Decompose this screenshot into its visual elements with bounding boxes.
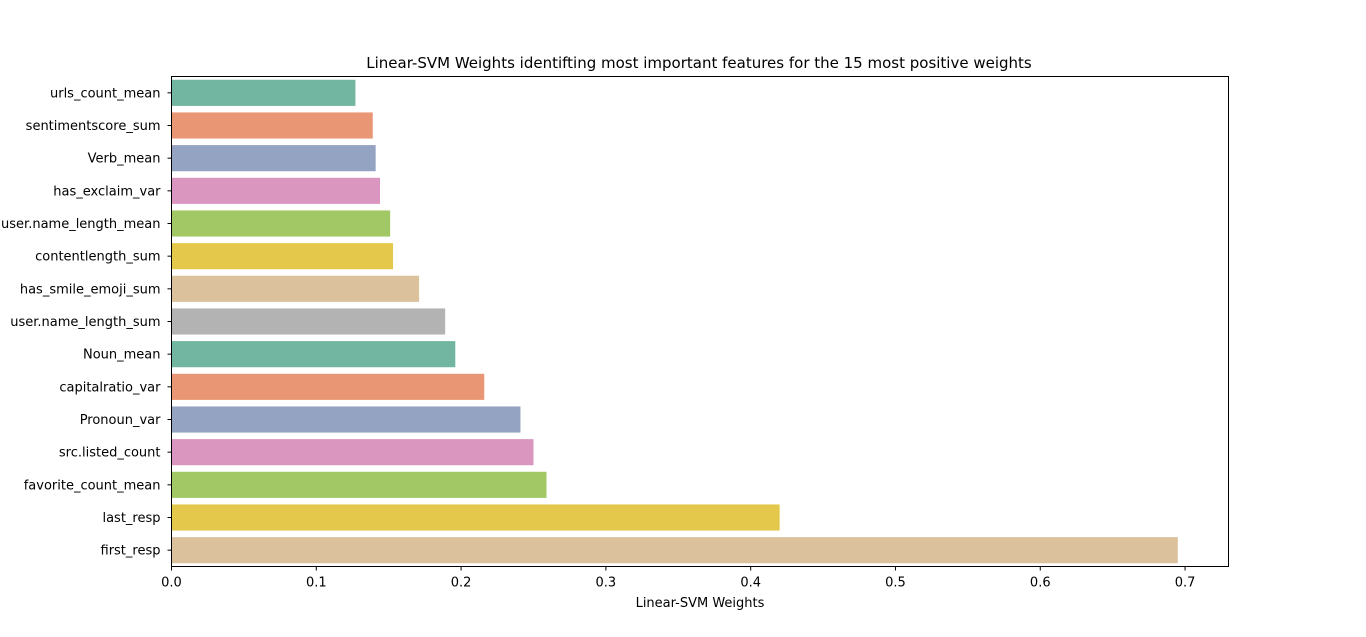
x-tick-label: 0.1 [306, 576, 327, 591]
y-tick-label: has_smile_emoji_sum [20, 282, 161, 297]
x-axis-ticks: 0.0 0.1 0.2 0.3 0.4 0.5 0.6 0.7 [161, 566, 1196, 591]
x-tick-label: 0.5 [885, 576, 906, 591]
x-axis-label: Linear-SVM Weights [636, 596, 765, 611]
y-tick-label: Pronoun_var [80, 413, 161, 428]
bar-group [171, 79, 1178, 564]
bar-capitalratio_var [171, 373, 485, 400]
bar-Pronoun_var [171, 406, 521, 433]
bar-Verb_mean [171, 145, 376, 172]
x-tick-label: 0.7 [1175, 576, 1196, 591]
bar-urls_count_mean [171, 79, 356, 106]
y-tick-label: Verb_mean [88, 152, 161, 167]
y-tick-label: Noun_mean [83, 348, 161, 363]
bar-user.name_length_mean [171, 210, 391, 237]
y-tick-label: user.name_length_mean [1, 217, 160, 232]
bar-has_smile_emoji_sum [171, 275, 420, 302]
y-tick-label: last_resp [102, 511, 160, 526]
bar-contentlength_sum [171, 243, 394, 270]
bar-src.listed_count [171, 439, 534, 466]
y-tick-label: favorite_count_mean [24, 478, 161, 493]
y-tick-label: first_resp [101, 544, 161, 559]
y-tick-label: user.name_length_sum [10, 315, 160, 330]
bar-Noun_mean [171, 341, 456, 368]
y-axis-ticks: urls_count_mean sentimentscore_sum Verb_me… [1, 86, 172, 559]
bar-has_exclaim_var [171, 177, 381, 204]
y-tick-label: src.listed_count [59, 446, 161, 461]
x-tick-label: 0.3 [596, 576, 617, 591]
y-tick-label: sentimentscore_sum [26, 119, 161, 134]
x-tick-label: 0.4 [740, 576, 761, 591]
bar-last_resp [171, 504, 780, 531]
bar-user.name_length_sum [171, 308, 446, 335]
chart-title: Linear-SVM Weights identifting most impo… [366, 54, 1032, 72]
bar-favorite_count_mean [171, 471, 547, 498]
y-tick-label: contentlength_sum [35, 250, 160, 265]
x-tick-label: 0.0 [161, 576, 182, 591]
bar-sentimentscore_sum [171, 112, 373, 139]
y-tick-label: urls_count_mean [50, 86, 161, 101]
x-tick-label: 0.6 [1030, 576, 1051, 591]
y-tick-label: capitalratio_var [59, 380, 161, 395]
bar-first_resp [171, 537, 1178, 564]
x-tick-label: 0.2 [451, 576, 472, 591]
y-tick-label: has_exclaim_var [53, 184, 161, 199]
plot-frame [171, 76, 1229, 567]
